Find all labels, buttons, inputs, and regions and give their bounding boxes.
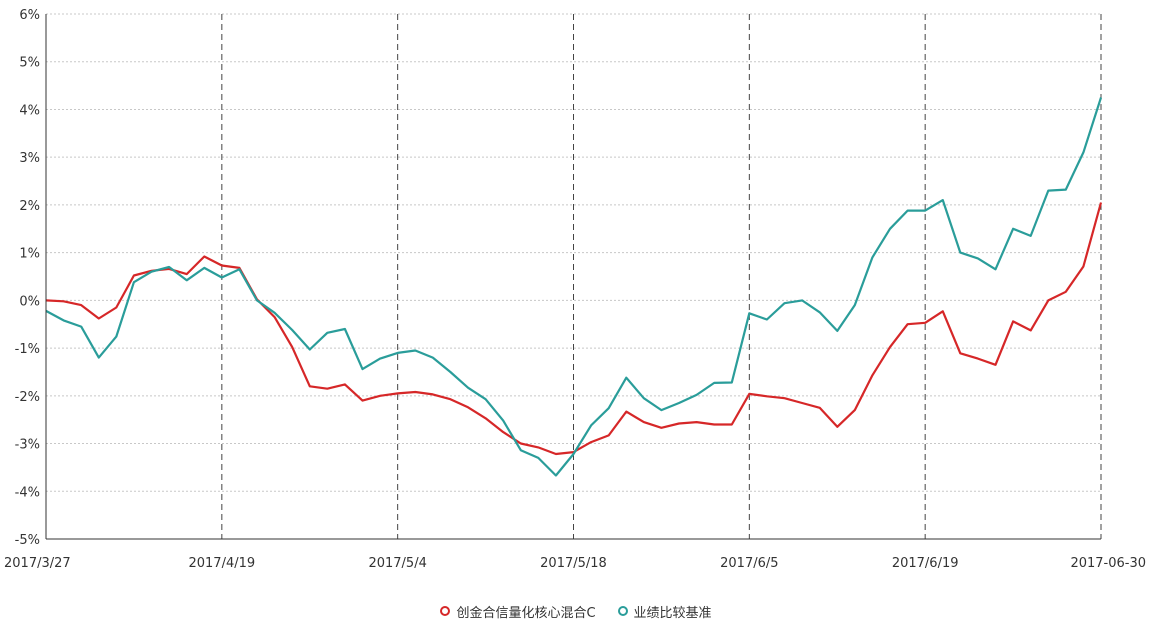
x-tick-label: 2017-06-30	[1070, 556, 1146, 571]
y-tick-label: 3%	[19, 151, 40, 166]
y-axis-ticks: 6% 5% 4% 3% 2% 1% 0% -1% -2% -3% -4% -5%	[15, 8, 40, 548]
x-tick-label: 2017/6/19	[892, 556, 959, 571]
y-tick-label: 0%	[19, 294, 40, 309]
legend-item-benchmark[interactable]: 业绩比较基准	[617, 602, 712, 621]
x-axis-ticks: 2017/3/27 2017/4/19 2017/5/4 2017/5/18 2017/…	[4, 556, 1146, 571]
x-tick-label: 2017/5/18	[540, 556, 607, 571]
y-tick-label: 6%	[19, 8, 40, 23]
legend: 创金合信量化核心混合C 业绩比较基准	[0, 600, 1152, 622]
x-tick-label: 2017/3/27	[4, 556, 71, 571]
x-tick-label: 2017/5/4	[368, 556, 426, 571]
legend-label: 业绩比较基准	[633, 605, 712, 621]
y-tick-label: 1%	[19, 247, 40, 262]
y-tick-label: -1%	[15, 342, 40, 357]
legend-label: 创金合信量化核心混合C	[456, 605, 596, 621]
line-chart: 6%5%4%3%2%1%0%-1%-2%-3%-4%-5% 2017/3/27 2…	[4, 8, 1146, 571]
x-tick-label: 2017/4/19	[188, 556, 255, 571]
series-line-benchmark	[45, 97, 1103, 477]
y-tick-label: -3%	[15, 438, 40, 453]
y-tick-label: 5%	[19, 56, 40, 71]
legend-marker-circle-icon	[617, 606, 628, 616]
legend-marker-circle-icon	[440, 606, 451, 616]
y-tick-label: 2%	[19, 199, 40, 214]
grid	[46, 13, 1102, 539]
y-tick-label: -4%	[15, 485, 40, 500]
series-lines	[45, 97, 1103, 477]
y-tick-label: 4%	[19, 103, 40, 118]
y-tick-label: -5%	[15, 533, 40, 548]
y-tick-label: -2%	[15, 390, 40, 405]
legend-item-fund[interactable]: 创金合信量化核心混合C	[440, 602, 596, 621]
x-tick-label: 2017/6/5	[720, 556, 778, 571]
